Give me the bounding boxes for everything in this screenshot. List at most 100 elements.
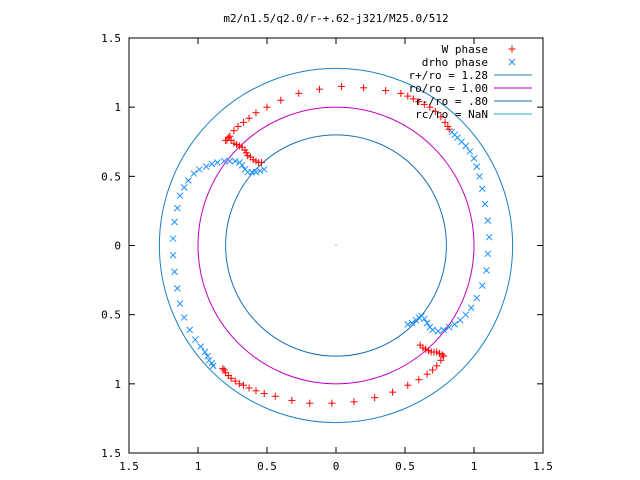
axis-ticks <box>128 37 544 454</box>
drho-phase-point-12 <box>208 160 216 168</box>
drho-phase-point-14 <box>196 166 203 173</box>
drho-phase-point-34 <box>209 362 217 370</box>
circle-0 <box>158 67 514 424</box>
y-tick-label-6: 1.5 <box>101 447 121 460</box>
w-phase-point-57 <box>371 394 379 402</box>
w-phase-point-5 <box>245 114 253 122</box>
drho-phase-point-40 <box>420 315 428 323</box>
w-phase-point-20 <box>431 107 439 115</box>
w-phase-point-51 <box>433 362 441 370</box>
y-tick-label-2: 0.5 <box>101 170 121 183</box>
drho-phase-point-9 <box>226 157 234 165</box>
w-phase-point-10 <box>315 85 323 93</box>
legend-sample-0 <box>508 45 516 53</box>
circle-2 <box>225 134 447 357</box>
w-phase-point-60 <box>306 399 314 407</box>
x-tick-label-3: 0 <box>333 460 340 473</box>
w-phase-series <box>219 82 453 407</box>
x-tick-label-1: 1 <box>195 460 202 473</box>
drho-phase-point-25 <box>176 300 184 307</box>
drho-phase-point-11 <box>213 159 221 166</box>
drho-phase-point-51 <box>473 294 481 302</box>
w-phase-point-4 <box>240 118 248 126</box>
w-phase-point-66 <box>240 381 248 389</box>
drho-phase-point-54 <box>484 250 492 258</box>
drho-phase-point-28 <box>191 336 199 343</box>
y-tick-label-1: 1 <box>114 101 121 114</box>
w-phase-point-48 <box>438 351 446 359</box>
drho-phase-point-30 <box>201 348 209 356</box>
drho-phase-point-41 <box>423 319 431 327</box>
drho-phase-point-43 <box>429 326 436 334</box>
drho-phase-point-29 <box>197 343 205 350</box>
drho-phase-point-61 <box>470 154 478 162</box>
drho-phase-point-10 <box>220 157 228 165</box>
x-tick-label-2: 0.5 <box>257 460 277 473</box>
w-phase-point-13 <box>382 87 390 95</box>
drho-phase-point-26 <box>180 314 188 321</box>
x-tick-label-4: 0.5 <box>395 460 415 473</box>
w-phase-point-62 <box>271 392 279 400</box>
y-tick-label-3: 0 <box>114 240 121 253</box>
w-phase-point-14 <box>397 89 405 97</box>
drho-phase-point-19 <box>173 204 181 212</box>
drho-phase-point-49 <box>462 311 470 319</box>
x-tick-label-5: 1 <box>471 460 478 473</box>
y-tick-label-0: 1.5 <box>101 32 121 45</box>
y-tick-labels: 1.5 1 0.5 0 0.5 1 1.5 <box>101 32 121 460</box>
legend-label-drho-phase: drho phase <box>422 56 488 69</box>
drho-phase-point-55 <box>485 233 493 241</box>
rc-circle <box>335 244 337 246</box>
y-tick-label-5: 1 <box>114 378 121 391</box>
w-phase-point-54 <box>415 376 423 384</box>
legend-label-r-minus: r-/ro = .80 <box>415 95 488 108</box>
drho-phase-point-57 <box>481 200 489 208</box>
drho-phase-point-56 <box>484 217 492 224</box>
circle-1 <box>197 106 475 385</box>
w-phase-point-18 <box>420 100 428 108</box>
w-phase-point-7 <box>263 103 271 111</box>
drho-phase-point-48 <box>456 316 464 324</box>
w-phase-point-3 <box>234 123 242 131</box>
drho-phase-point-23 <box>171 268 178 276</box>
drho-phase-point-17 <box>180 184 188 191</box>
y-tick-label-4: 0.5 <box>101 309 121 322</box>
w-phase-point-39 <box>257 159 265 166</box>
drho-phase-point-27 <box>186 326 194 334</box>
drho-phase-point-31 <box>204 352 212 360</box>
drho-phase-point-16 <box>184 177 192 184</box>
w-phase-point-1 <box>226 132 234 140</box>
drho-phase-point-15 <box>190 170 198 177</box>
drho-phase-point-0 <box>260 166 268 173</box>
drho-phase-point-18 <box>176 192 184 200</box>
drho-phase-point-45 <box>440 326 447 334</box>
w-phase-point-22 <box>441 118 449 126</box>
drho-phase-series <box>169 128 493 370</box>
w-phase-point-21 <box>437 113 445 121</box>
legend-label-rc: rc/ro = NaN <box>415 108 488 121</box>
w-phase-point-63 <box>260 390 268 398</box>
w-phase-point-59 <box>328 399 336 407</box>
w-phase-point-61 <box>288 396 296 404</box>
drho-phase-point-1 <box>256 167 264 175</box>
w-phase-point-19 <box>426 103 434 111</box>
legend-label-ro: ro/ro = 1.00 <box>409 82 488 95</box>
drho-phase-point-21 <box>169 235 177 242</box>
legend-samples <box>494 45 532 115</box>
x-tick-label-6: 1.5 <box>533 460 553 473</box>
drho-phase-point-47 <box>451 320 459 328</box>
x-tick-label-0: 1.5 <box>119 460 139 473</box>
w-phase-point-8 <box>277 96 285 104</box>
w-phase-point-64 <box>252 387 260 395</box>
w-phase-point-11 <box>338 82 346 90</box>
drho-phase-point-60 <box>473 163 481 171</box>
legend-sample-1 <box>508 58 516 66</box>
drho-phase-point-22 <box>169 251 177 259</box>
drho-phase-point-7 <box>236 159 243 166</box>
drho-phase-point-20 <box>171 218 178 226</box>
drho-phase-point-24 <box>173 285 181 292</box>
w-phase-point-58 <box>350 398 358 406</box>
w-phase-point-12 <box>360 84 368 92</box>
w-phase-point-67 <box>235 380 243 388</box>
w-phase-point-55 <box>404 381 412 389</box>
